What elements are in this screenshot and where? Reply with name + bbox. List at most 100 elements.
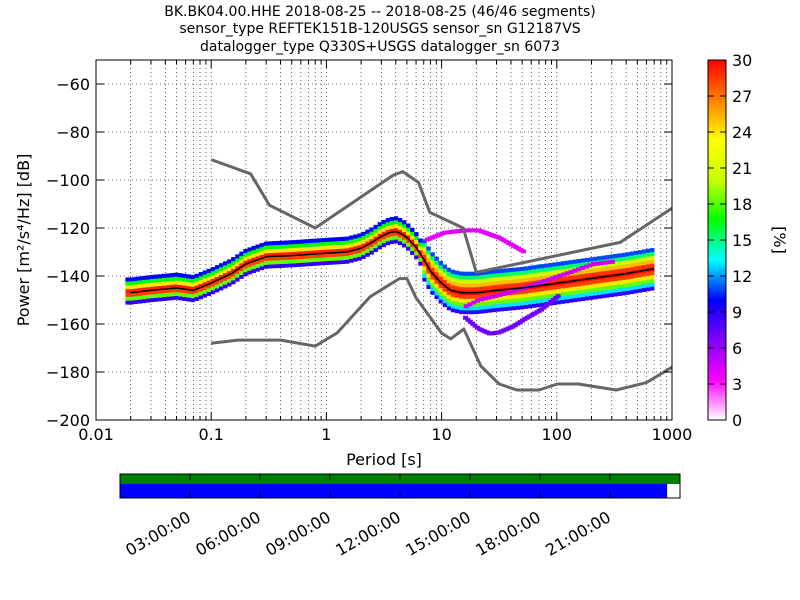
histogram-cell — [182, 281, 187, 286]
histogram-cell — [357, 241, 362, 246]
histogram-cell — [373, 228, 378, 233]
histogram-cell — [430, 283, 435, 288]
histogram-cell — [377, 245, 382, 250]
histogram-cell — [206, 288, 212, 293]
histogram-cell — [410, 227, 415, 232]
y-tick-label: −160 — [46, 315, 90, 334]
histogram-cell — [462, 306, 468, 311]
histogram-cell — [483, 309, 488, 314]
histogram-cell — [572, 286, 578, 291]
histogram-cell — [438, 264, 443, 270]
histogram-cell — [499, 280, 504, 285]
histogram-cell — [580, 293, 586, 298]
histogram-cell — [532, 265, 537, 270]
histogram-cell — [471, 283, 476, 288]
title-line-1: BK.BK04.00.HHE 2018-08-25 -- 2018-08-25 … — [164, 4, 596, 20]
histogram-cell — [552, 266, 557, 271]
histogram-cell — [239, 251, 244, 256]
histogram-cell — [467, 294, 472, 299]
histogram-cell — [462, 275, 468, 280]
histogram-cell — [528, 304, 533, 309]
histogram-cell — [414, 243, 419, 248]
histogram-cell — [267, 256, 273, 261]
histogram-cell — [430, 279, 435, 284]
histogram-cell — [495, 276, 500, 282]
histogram-cell — [593, 256, 598, 261]
histogram-cell — [536, 264, 541, 269]
histogram-cell — [450, 292, 456, 297]
histogram-cell — [434, 260, 439, 265]
histogram-cell — [503, 295, 509, 300]
histogram-cell — [540, 298, 545, 303]
histogram-cell — [235, 273, 240, 278]
histogram-cell — [357, 248, 362, 253]
histogram-cell — [418, 261, 423, 266]
histogram-cell — [426, 250, 431, 255]
histogram-cell — [401, 231, 407, 236]
histogram-cell — [434, 295, 439, 300]
histogram-cell — [450, 304, 456, 309]
histogram-cell — [507, 302, 513, 307]
histogram-cell — [609, 259, 615, 264]
histogram-cell — [401, 235, 407, 240]
histogram-cell — [491, 269, 496, 274]
colorbar-tick-label: 0 — [732, 411, 742, 430]
histogram-cell — [495, 303, 500, 308]
histogram-cell — [166, 277, 171, 282]
histogram-cell — [284, 259, 289, 264]
histogram-cell — [475, 275, 480, 280]
histogram-cell — [166, 288, 171, 293]
histogram-cell — [312, 246, 317, 251]
histogram-cell — [377, 233, 382, 238]
histogram-cell — [479, 271, 484, 276]
histogram-cell — [641, 272, 647, 277]
histogram-cell — [483, 282, 488, 287]
histogram-cell — [593, 287, 598, 292]
histogram-cell — [410, 250, 415, 255]
histogram-cell — [125, 281, 130, 286]
histogram-cell — [223, 268, 228, 274]
histogram-cell — [414, 235, 419, 241]
histogram-cell — [275, 244, 281, 249]
histogram-cell — [308, 246, 313, 251]
histogram-cell — [580, 262, 586, 267]
histogram-cell — [580, 273, 586, 278]
y-tick-label: −180 — [46, 363, 90, 382]
histogram-cell — [499, 295, 504, 300]
histogram-cell — [166, 296, 171, 301]
histogram-cell — [646, 283, 651, 288]
histogram-cell — [532, 280, 537, 285]
histogram-cell — [462, 279, 468, 284]
histogram-cell — [133, 288, 138, 293]
histogram-cell — [166, 273, 171, 278]
histogram-cell — [483, 274, 488, 279]
histogram-cell — [483, 293, 488, 298]
histogram-cell — [365, 237, 370, 242]
histogram-cell — [284, 244, 289, 249]
histogram-cell — [475, 294, 480, 299]
histogram-cell — [194, 277, 199, 282]
histogram-cell — [259, 258, 264, 263]
histogram-cell — [279, 259, 285, 265]
histogram-cell — [214, 276, 220, 281]
histogram-cell — [239, 259, 244, 264]
histogram-cell — [556, 284, 561, 290]
histogram-cell — [589, 288, 594, 293]
histogram-cell — [182, 277, 187, 282]
histogram-cell — [434, 291, 439, 296]
x-tick-label: 10 — [431, 425, 451, 444]
histogram-cell — [442, 287, 448, 292]
histogram-cell — [373, 224, 378, 230]
histogram-cell — [141, 287, 147, 292]
histogram-cell — [572, 290, 578, 295]
histogram-cell — [422, 269, 427, 275]
histogram-cell — [153, 274, 159, 279]
histogram-cell — [153, 286, 159, 291]
histogram-cell — [499, 268, 504, 273]
histogram-cell — [255, 244, 260, 249]
histogram-cell — [515, 290, 521, 295]
histogram-cell — [332, 256, 338, 261]
histogram-cell — [564, 271, 570, 276]
histogram-cell — [515, 274, 521, 280]
histogram-cell — [361, 254, 366, 260]
